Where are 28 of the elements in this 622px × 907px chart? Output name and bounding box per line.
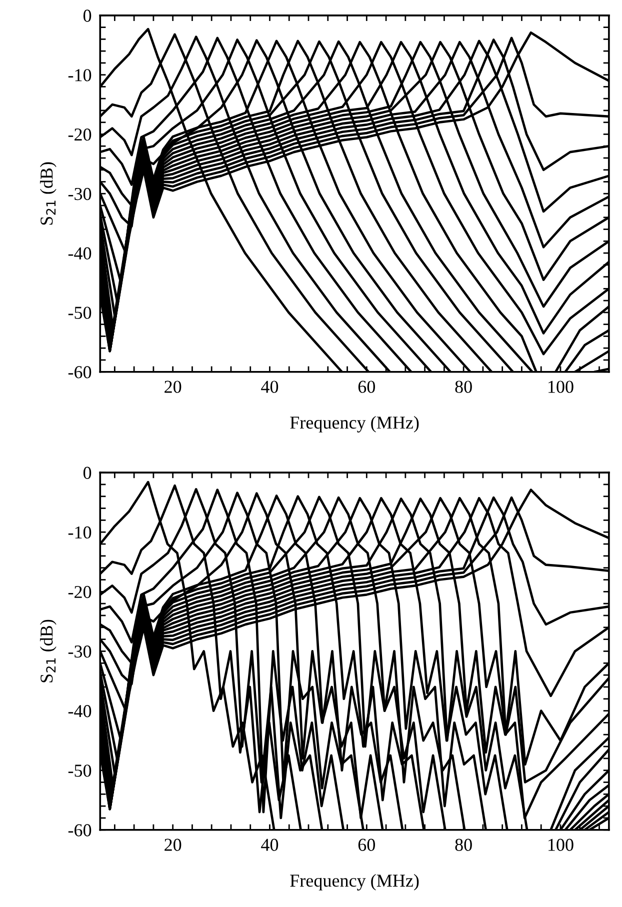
x-tick-label: 60 xyxy=(358,838,375,851)
y-axis-title: S$_{21}$ (dB) xyxy=(40,162,56,225)
x-tick-label: 40 xyxy=(261,838,278,851)
x-tick-label: 20 xyxy=(164,838,182,851)
x-axis-title: Frequency (MHz) xyxy=(290,874,419,890)
x-tick-label: 100 xyxy=(548,380,574,393)
x-tick-label: 20 xyxy=(164,380,182,393)
y-tick-label: -60 xyxy=(68,824,92,836)
y-tick-label: -10 xyxy=(68,526,92,539)
y-tick-label: 0 xyxy=(83,10,92,22)
y-tick-label: -40 xyxy=(68,247,92,260)
x-tick-label: 60 xyxy=(358,380,375,393)
y-tick-label: -10 xyxy=(68,69,92,82)
x-tick-label: 100 xyxy=(548,838,574,851)
y-axis-title: S$_{21}$ (dB) xyxy=(40,620,56,682)
x-axis-title: Frequency (MHz) xyxy=(290,416,419,432)
y-tick-label: 0 xyxy=(83,466,92,479)
y-tick-label: -30 xyxy=(68,188,92,200)
y-tick-label: -30 xyxy=(68,645,92,658)
y-tick-label: -40 xyxy=(68,705,92,718)
x-tick-label: 80 xyxy=(455,380,472,393)
y-tick-label: -50 xyxy=(68,764,92,777)
y-tick-label: -20 xyxy=(68,128,92,141)
y-tick-label: -20 xyxy=(68,586,92,598)
y-tick-label: -50 xyxy=(68,306,92,319)
y-tick-label: -60 xyxy=(68,366,92,378)
x-tick-label: 40 xyxy=(261,380,278,393)
x-tick-label: 80 xyxy=(455,838,472,851)
